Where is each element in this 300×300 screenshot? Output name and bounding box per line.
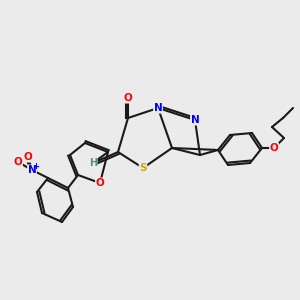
Text: N: N xyxy=(28,165,36,175)
Text: O: O xyxy=(14,157,22,167)
Text: +: + xyxy=(32,162,39,171)
Text: O: O xyxy=(96,178,104,188)
Text: H: H xyxy=(89,158,97,168)
Text: O: O xyxy=(124,93,132,103)
Text: N: N xyxy=(154,103,162,113)
Text: S: S xyxy=(139,163,147,173)
Text: O: O xyxy=(270,143,278,153)
Text: N: N xyxy=(190,115,200,125)
Text: O: O xyxy=(24,152,32,162)
